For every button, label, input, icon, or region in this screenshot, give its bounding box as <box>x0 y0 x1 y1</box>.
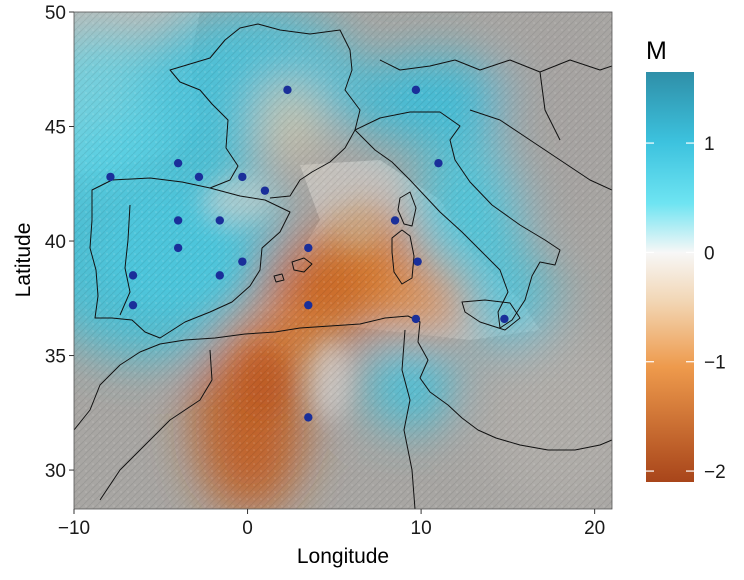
legend-colorbar <box>646 72 694 482</box>
station-point <box>304 413 313 422</box>
legend-tick-label: −1 <box>704 353 726 374</box>
axes: −10 0 10 20 30 35 40 45 50 <box>45 3 605 539</box>
relief-texture <box>74 12 612 509</box>
legend-ticks: 1 0 −1 −2 <box>646 134 726 483</box>
station-point <box>304 300 313 310</box>
x-tick-label: 10 <box>411 518 432 539</box>
y-axis-title: Latitude <box>12 223 35 298</box>
color-legend: M 1 0 −1 −2 <box>646 37 726 483</box>
map-panel <box>74 12 612 509</box>
station-point <box>413 257 422 266</box>
station-point <box>106 172 115 182</box>
station-point <box>173 243 183 253</box>
station-point <box>194 172 204 182</box>
legend-title: M <box>646 37 667 65</box>
x-tick-label: 0 <box>242 518 253 539</box>
legend-tick-label: 0 <box>704 243 715 264</box>
station-point <box>238 257 247 266</box>
station-point <box>260 186 270 195</box>
x-tick-label: 20 <box>584 518 605 539</box>
station-point <box>173 158 183 168</box>
x-tick-label: −10 <box>58 518 90 539</box>
coastlines <box>74 23 612 509</box>
station-point <box>304 243 313 253</box>
panel-frame <box>73 11 613 510</box>
station-point <box>411 85 421 95</box>
y-tick-label: 50 <box>45 3 66 24</box>
station-point <box>238 172 247 182</box>
legend-tick-label: −2 <box>704 462 726 483</box>
station-point <box>434 158 443 168</box>
station-point <box>215 216 224 225</box>
y-tick-label: 40 <box>45 232 66 253</box>
station-point <box>390 216 400 225</box>
station-point <box>173 216 183 225</box>
station-point <box>411 314 421 324</box>
station-point <box>500 314 509 324</box>
x-axis-title: Longitude <box>297 545 389 568</box>
y-tick-label: 45 <box>45 118 66 139</box>
legend-tick-label: 1 <box>704 134 715 155</box>
station-point <box>128 271 138 280</box>
station-point <box>283 85 292 95</box>
station-point <box>215 271 224 280</box>
station-point <box>128 300 138 310</box>
y-tick-label: 30 <box>45 461 66 482</box>
y-tick-label: 35 <box>45 347 66 368</box>
station-points <box>106 85 509 422</box>
